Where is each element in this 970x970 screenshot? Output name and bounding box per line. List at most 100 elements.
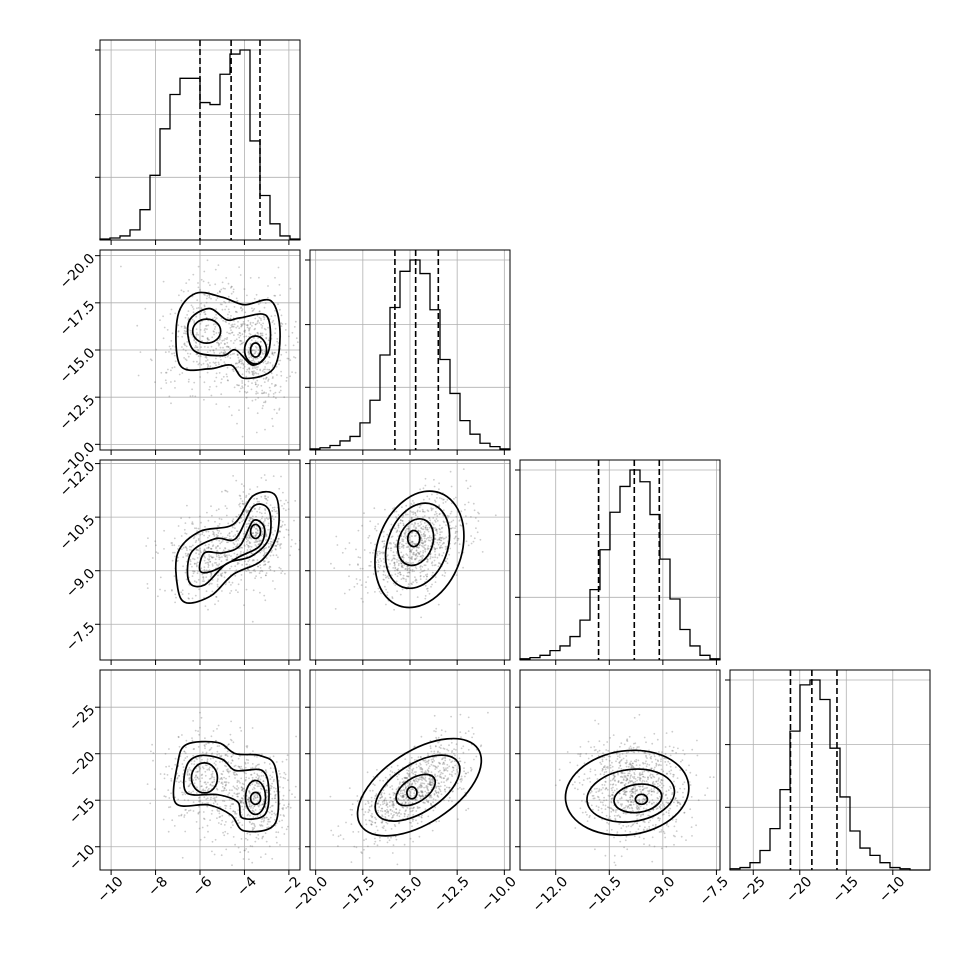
scatter-point: [244, 502, 247, 505]
scatter-point: [188, 784, 191, 786]
scatter-point: [420, 795, 422, 797]
scatter-point: [629, 775, 632, 778]
scatter-point: [209, 560, 212, 563]
scatter-point: [395, 812, 397, 814]
scatter-point: [191, 565, 193, 568]
scatter-point: [215, 796, 218, 799]
scatter-point: [380, 560, 383, 562]
scatter-point: [680, 835, 683, 838]
scatter-point: [434, 745, 437, 747]
scatter-point: [279, 543, 282, 546]
scatter-point: [435, 529, 438, 531]
scatter-point: [635, 764, 638, 766]
scatter-point: [446, 557, 449, 560]
scatter-point: [203, 345, 206, 348]
scatter-point: [268, 545, 270, 548]
scatter-point: [631, 788, 634, 791]
scatter-point: [191, 522, 193, 525]
scatter-point: [442, 498, 444, 501]
scatter-point: [414, 557, 416, 560]
scatter-point: [604, 768, 607, 771]
scatter-point: [213, 797, 216, 799]
scatter-point: [222, 831, 225, 834]
scatter-point: [240, 777, 243, 780]
scatter-point: [271, 506, 274, 509]
scatter-point: [402, 514, 405, 517]
scatter-point: [249, 536, 252, 539]
scatter-point: [231, 759, 234, 761]
scatter-point: [442, 777, 445, 780]
scatter-point: [155, 348, 158, 351]
scatter-point: [399, 781, 401, 784]
scatter-point: [256, 774, 259, 777]
scatter-point: [261, 392, 264, 395]
scatter-point: [433, 793, 436, 795]
scatter-point: [203, 305, 206, 308]
scatter-point: [363, 848, 365, 851]
scatter-point: [208, 749, 211, 751]
scatter-point: [677, 801, 680, 804]
scatter-point: [471, 736, 473, 739]
scatter-point: [405, 561, 408, 563]
scatter-point: [437, 750, 439, 753]
scatter-point: [558, 779, 561, 782]
scatter-point: [451, 766, 454, 768]
scatter-point: [245, 510, 248, 513]
scatter-point: [428, 759, 430, 762]
scatter-point: [225, 558, 228, 561]
scatter-point: [379, 804, 382, 806]
scatter-point: [626, 739, 628, 742]
scatter-point: [403, 577, 405, 580]
scatter-point: [624, 791, 626, 794]
scatter-point: [370, 823, 373, 826]
scatter-point: [254, 371, 257, 374]
scatter-point: [455, 749, 457, 751]
scatter-point: [263, 819, 265, 822]
scatter-point: [271, 810, 273, 813]
scatter-point: [239, 343, 242, 346]
scatter-point: [252, 321, 255, 324]
scatter-point: [401, 792, 404, 795]
scatter-point: [423, 537, 426, 540]
scatter-point: [434, 806, 437, 809]
scatter-point: [205, 355, 208, 358]
scatter-point: [643, 736, 646, 739]
scatter-point: [419, 521, 422, 523]
scatter-point: [679, 803, 682, 806]
scatter-point: [427, 770, 430, 773]
scatter-point: [235, 366, 238, 369]
scatter-point: [208, 296, 211, 299]
scatter-point: [244, 569, 247, 572]
scatter-point: [417, 529, 420, 532]
scatter-point: [246, 368, 249, 371]
scatter-point: [255, 390, 258, 393]
scatter-point: [293, 356, 295, 358]
scatter-point: [435, 791, 438, 794]
scatter-point: [419, 565, 422, 567]
scatter-point: [224, 320, 227, 323]
scatter-point: [412, 553, 414, 556]
scatter-point: [407, 527, 410, 530]
scatter-point: [374, 527, 376, 530]
scatter-point: [234, 565, 237, 568]
scatter-point: [382, 558, 385, 560]
scatter-point: [428, 781, 431, 783]
scatter-point: [419, 767, 421, 769]
scatter-point: [413, 746, 415, 749]
scatter-point: [255, 781, 258, 783]
scatter-point: [205, 764, 208, 767]
scatter-point: [437, 782, 440, 785]
scatter-point: [423, 569, 426, 572]
scatter-point: [278, 407, 281, 410]
scatter-point: [441, 772, 444, 775]
scatter-point: [267, 522, 270, 525]
scatter-point: [368, 564, 371, 567]
scatter-point: [270, 537, 272, 540]
scatter-point: [203, 796, 206, 799]
scatter-point: [248, 542, 251, 545]
scatter-point: [470, 542, 473, 545]
scatter-point: [398, 783, 401, 785]
scatter-point: [429, 784, 432, 786]
scatter-point: [189, 769, 192, 771]
scatter-point: [202, 789, 205, 792]
